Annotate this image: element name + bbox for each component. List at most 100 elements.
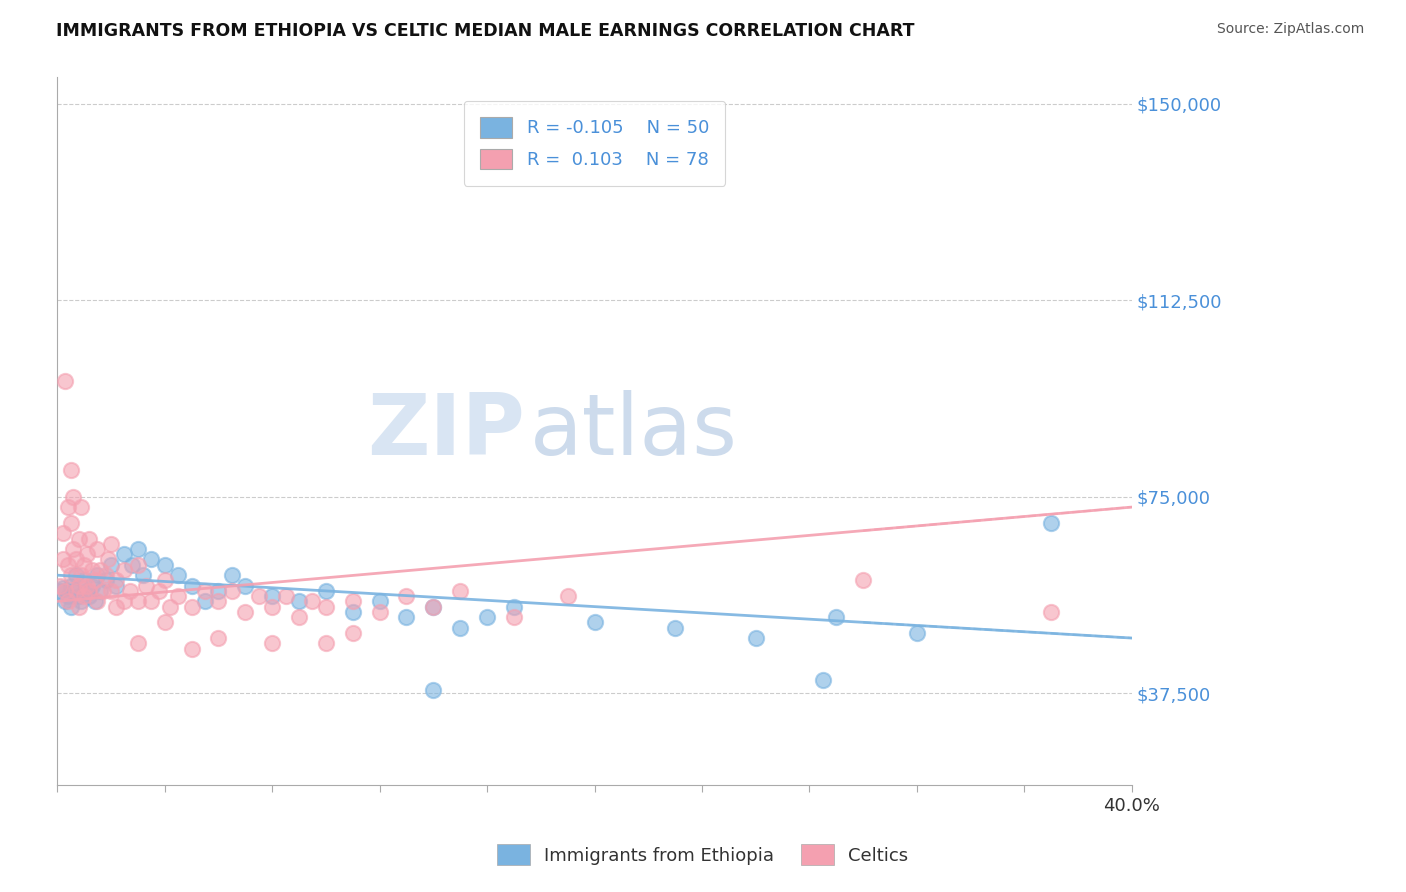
Point (67, 589, 90, 603)
Point (180, 641, 202, 656)
Point (449, 583, 471, 598)
Point (56, 594, 79, 608)
Point (86, 541, 108, 556)
Point (100, 537, 122, 551)
Text: Source: ZipAtlas.com: Source: ZipAtlas.com (1216, 22, 1364, 37)
Point (132, 568, 155, 582)
Point (180, 599, 202, 614)
Point (86, 568, 108, 582)
Point (852, 574, 875, 588)
Point (112, 594, 135, 608)
Point (153, 574, 176, 588)
Point (315, 599, 337, 614)
Point (97, 552, 120, 566)
Point (79, 583, 101, 598)
Point (105, 599, 128, 614)
Point (73, 558, 96, 572)
Point (127, 541, 149, 556)
Point (91, 583, 114, 598)
Point (180, 579, 202, 593)
Point (368, 594, 391, 608)
Point (112, 563, 135, 577)
Point (67, 532, 90, 546)
Point (503, 599, 526, 614)
Point (59, 516, 82, 530)
Point (207, 631, 229, 645)
Point (262, 599, 284, 614)
Point (94, 574, 117, 588)
Point (1040, 516, 1063, 530)
Point (148, 583, 170, 598)
Point (127, 636, 149, 650)
Point (70, 500, 93, 514)
Point (79, 532, 101, 546)
Point (905, 625, 928, 640)
Point (67, 579, 90, 593)
Point (118, 583, 141, 598)
Point (194, 594, 217, 608)
Point (825, 610, 848, 624)
Point (1040, 605, 1063, 619)
Point (153, 615, 176, 630)
Point (82, 563, 104, 577)
Legend: Immigrants from Ethiopia, Celtics: Immigrants from Ethiopia, Celtics (488, 835, 918, 874)
Point (395, 589, 418, 603)
Point (135, 579, 157, 593)
Point (153, 558, 176, 572)
Point (51, 526, 73, 541)
Point (59, 568, 82, 582)
Point (301, 594, 323, 608)
Point (49, 579, 72, 593)
Point (53, 583, 76, 598)
Point (53, 594, 76, 608)
Point (315, 636, 337, 650)
Point (56, 500, 79, 514)
Point (83, 574, 105, 588)
Point (94, 568, 117, 582)
Point (342, 605, 364, 619)
Point (422, 683, 444, 698)
Point (127, 594, 149, 608)
Point (51, 582, 73, 596)
Point (65, 568, 87, 582)
Text: atlas: atlas (530, 390, 738, 473)
Point (315, 583, 337, 598)
Point (70, 594, 93, 608)
Point (82, 579, 104, 593)
Point (449, 621, 471, 635)
Text: IMMIGRANTS FROM ETHIOPIA VS CELTIC MEDIAN MALE EARNINGS CORRELATION CHART: IMMIGRANTS FROM ETHIOPIA VS CELTIC MEDIA… (56, 22, 915, 40)
Point (475, 610, 498, 624)
Point (89, 563, 111, 577)
Point (105, 579, 128, 593)
Point (422, 599, 444, 614)
Point (233, 579, 256, 593)
Point (141, 594, 163, 608)
Point (105, 574, 128, 588)
Point (89, 583, 111, 598)
Point (233, 605, 256, 619)
Point (342, 594, 364, 608)
Point (159, 599, 181, 614)
Point (73, 589, 96, 603)
Point (59, 599, 82, 614)
Point (167, 568, 190, 582)
Point (221, 583, 243, 598)
Point (368, 605, 391, 619)
Point (100, 558, 122, 572)
Point (207, 583, 229, 598)
Point (221, 568, 243, 582)
Point (288, 610, 311, 624)
Point (167, 589, 190, 603)
Point (422, 599, 444, 614)
Point (51, 552, 73, 566)
Point (62, 490, 84, 504)
Point (664, 621, 686, 635)
Point (288, 594, 311, 608)
Point (342, 625, 364, 640)
Point (65, 583, 87, 598)
Point (53, 374, 76, 388)
Point (76, 547, 98, 561)
Point (76, 583, 98, 598)
Point (811, 673, 834, 687)
Point (1389, 594, 1406, 608)
